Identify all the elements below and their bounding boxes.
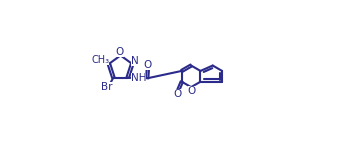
Text: O: O [144, 60, 152, 70]
Text: Br: Br [101, 82, 113, 92]
Text: O: O [174, 89, 182, 99]
Text: NH: NH [131, 73, 146, 83]
Text: N: N [131, 56, 139, 66]
Text: O: O [188, 86, 196, 96]
Text: CH₃: CH₃ [91, 55, 109, 65]
Text: O: O [116, 47, 124, 57]
